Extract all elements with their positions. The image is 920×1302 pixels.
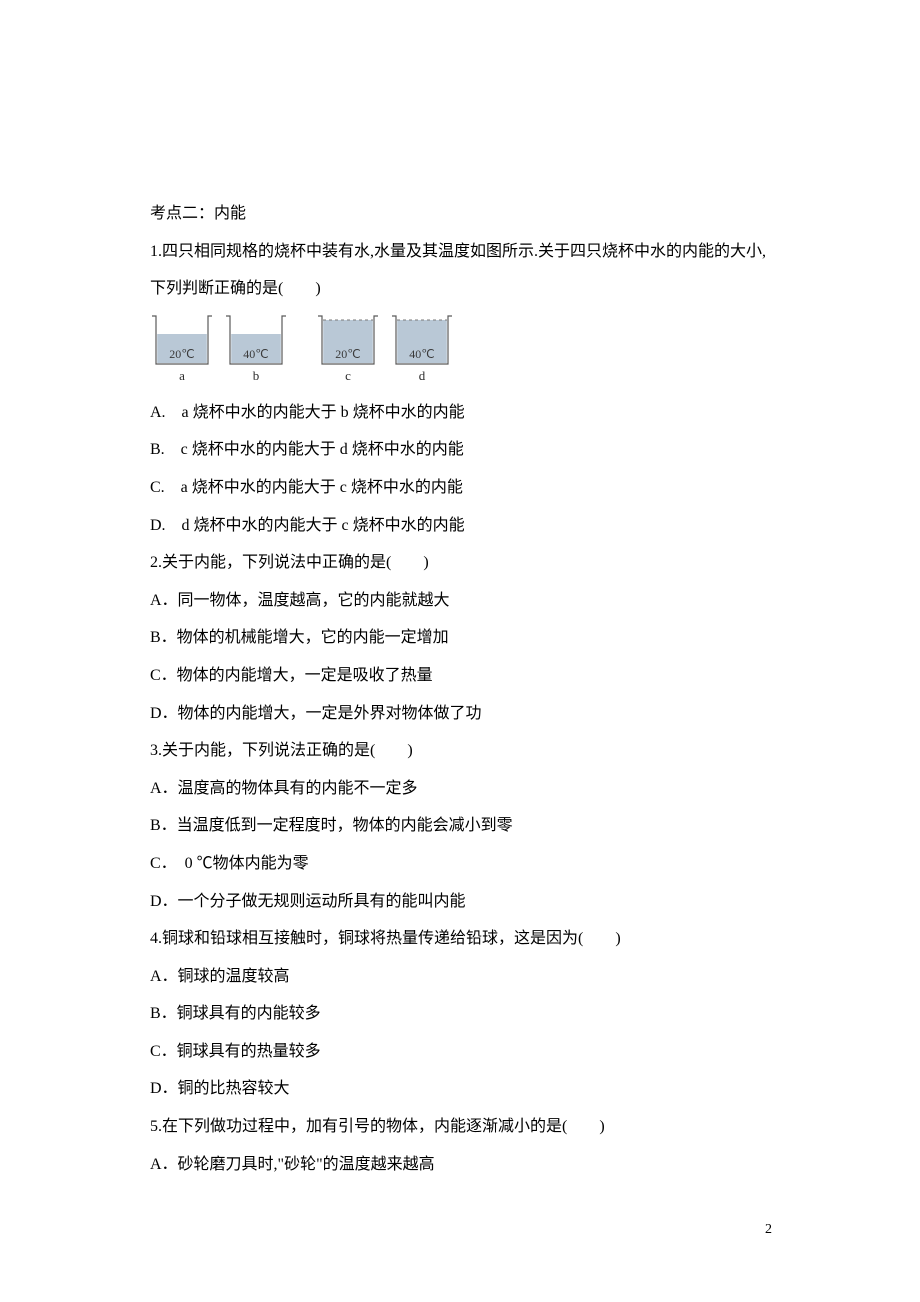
q2-option-c: C．物体的内能增大，一定是吸收了热量 bbox=[150, 657, 785, 695]
svg-text:c: c bbox=[345, 368, 351, 383]
svg-text:d: d bbox=[419, 368, 426, 383]
svg-text:20℃: 20℃ bbox=[335, 347, 360, 361]
q3-option-a: A．温度高的物体具有的内能不一定多 bbox=[150, 770, 785, 808]
q2-option-a: A．同一物体，温度越高，它的内能就越大 bbox=[150, 582, 785, 620]
q1-option-a: A. a 烧杯中水的内能大于 b 烧杯中水的内能 bbox=[150, 394, 785, 432]
q2-option-d: D．物体的内能增大，一定是外界对物体做了功 bbox=[150, 695, 785, 733]
q2-stem: 2.关于内能，下列说法中正确的是( ) bbox=[150, 544, 785, 582]
page-root: 考点二：内能 1.四只相同规格的烧杯中装有水,水量及其温度如图所示.关于四只烧杯… bbox=[0, 0, 920, 1302]
q1-figure: 20℃ a 40℃ b 20℃ c 40℃ d bbox=[150, 314, 785, 388]
q1-option-b: B. c 烧杯中水的内能大于 d 烧杯中水的内能 bbox=[150, 431, 785, 469]
q3-option-d: D．一个分子做无规则运动所具有的能叫内能 bbox=[150, 883, 785, 921]
q5-stem: 5.在下列做功过程中，加有引号的物体，内能逐渐减小的是( ) bbox=[150, 1108, 785, 1146]
q4-option-d: D．铜的比热容较大 bbox=[150, 1070, 785, 1108]
q2-option-b: B．物体的机械能增大，它的内能一定增加 bbox=[150, 619, 785, 657]
q4-stem: 4.铜球和铅球相互接触时，铜球将热量传递给铅球，这是因为( ) bbox=[150, 920, 785, 958]
q4-option-c: C．铜球具有的热量较多 bbox=[150, 1033, 785, 1071]
q5-option-a: A．砂轮磨刀具时,"砂轮"的温度越来越高 bbox=[150, 1146, 785, 1184]
q1-option-c: C. a 烧杯中水的内能大于 c 烧杯中水的内能 bbox=[150, 469, 785, 507]
svg-text:40℃: 40℃ bbox=[409, 347, 434, 361]
q3-stem: 3.关于内能，下列说法正确的是( ) bbox=[150, 732, 785, 770]
page-number: 2 bbox=[765, 1214, 772, 1247]
q4-option-b: B．铜球具有的内能较多 bbox=[150, 995, 785, 1033]
svg-text:b: b bbox=[253, 368, 260, 383]
q3-option-c: C． 0 ℃物体内能为零 bbox=[150, 845, 785, 883]
svg-text:40℃: 40℃ bbox=[243, 347, 268, 361]
q1-stem-line2: 下列判断正确的是( ) bbox=[150, 270, 785, 308]
beaker-diagram: 20℃ a 40℃ b 20℃ c 40℃ d bbox=[150, 314, 452, 388]
svg-text:a: a bbox=[179, 368, 185, 383]
q4-option-a: A．铜球的温度较高 bbox=[150, 958, 785, 996]
svg-text:20℃: 20℃ bbox=[169, 347, 194, 361]
q1-stem-line1: 1.四只相同规格的烧杯中装有水,水量及其温度如图所示.关于四只烧杯中水的内能的大… bbox=[150, 233, 785, 271]
q3-option-b: B．当温度低到一定程度时，物体的内能会减小到零 bbox=[150, 807, 785, 845]
q1-option-d: D. d 烧杯中水的内能大于 c 烧杯中水的内能 bbox=[150, 507, 785, 545]
section-heading: 考点二：内能 bbox=[150, 195, 785, 233]
